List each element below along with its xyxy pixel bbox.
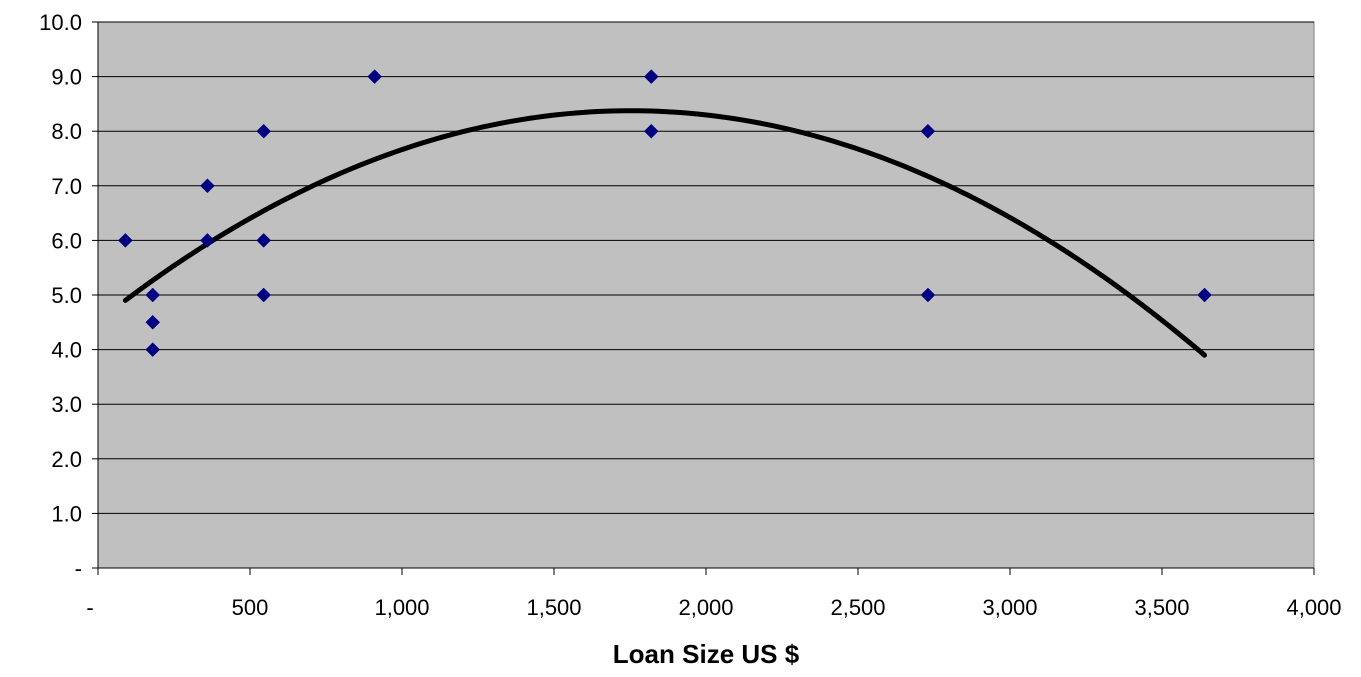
x-tick-marks bbox=[97, 568, 1315, 575]
data-point bbox=[256, 287, 272, 303]
data-point bbox=[200, 178, 215, 194]
y-tick-label: 2.0 bbox=[51, 447, 82, 472]
y-tick-label: 5.0 bbox=[51, 283, 82, 308]
data-point bbox=[145, 287, 161, 303]
trendline bbox=[122, 108, 1208, 358]
data-point bbox=[145, 314, 161, 330]
data-point bbox=[1197, 287, 1212, 303]
y-tick-label: 3.0 bbox=[51, 392, 82, 417]
x-tick-label: - bbox=[86, 595, 93, 620]
y-tick-labels: - 1.0 2.0 3.0 4.0 5.0 6.0 7.0 8.0 9.0 10.0 bbox=[39, 10, 82, 581]
y-tick-label: - bbox=[75, 556, 82, 581]
x-tick-label: 3,000 bbox=[982, 595, 1037, 620]
y-tick-label: 8.0 bbox=[51, 119, 82, 144]
data-point bbox=[643, 123, 659, 139]
x-tick-labels: - 500 1,000 1,500 2,000 2,500 3,000 3,500 4,000 bbox=[86, 595, 1341, 620]
data-points bbox=[118, 69, 1212, 357]
data-point bbox=[643, 69, 659, 84]
y-tick-label: 7.0 bbox=[51, 174, 82, 199]
y-tick-label: 4.0 bbox=[51, 338, 82, 363]
grid-lines bbox=[98, 21, 1314, 514]
data-point bbox=[256, 123, 272, 139]
x-axis-title: Loan Size US $ bbox=[613, 639, 800, 669]
data-point bbox=[367, 69, 382, 84]
x-tick-label: 1,500 bbox=[526, 595, 581, 620]
trendline-layer bbox=[122, 108, 1208, 358]
data-point bbox=[920, 287, 936, 303]
data-point bbox=[145, 342, 161, 357]
y-tick-label: 1.0 bbox=[51, 501, 82, 526]
x-tick-label: 500 bbox=[232, 595, 269, 620]
x-tick-label: 3,500 bbox=[1134, 595, 1189, 620]
data-point bbox=[200, 233, 215, 248]
data-point bbox=[920, 123, 936, 139]
x-tick-label: 2,000 bbox=[678, 595, 733, 620]
y-tick-label: 9.0 bbox=[51, 65, 82, 90]
x-tick-label: 4,000 bbox=[1286, 595, 1341, 620]
data-point bbox=[118, 233, 133, 248]
x-tick-label: 1,000 bbox=[374, 595, 429, 620]
x-tick-label: 2,500 bbox=[830, 595, 885, 620]
y-tick-label: 10.0 bbox=[39, 10, 82, 35]
y-tick-label: 6.0 bbox=[51, 228, 82, 253]
data-point bbox=[256, 233, 272, 248]
